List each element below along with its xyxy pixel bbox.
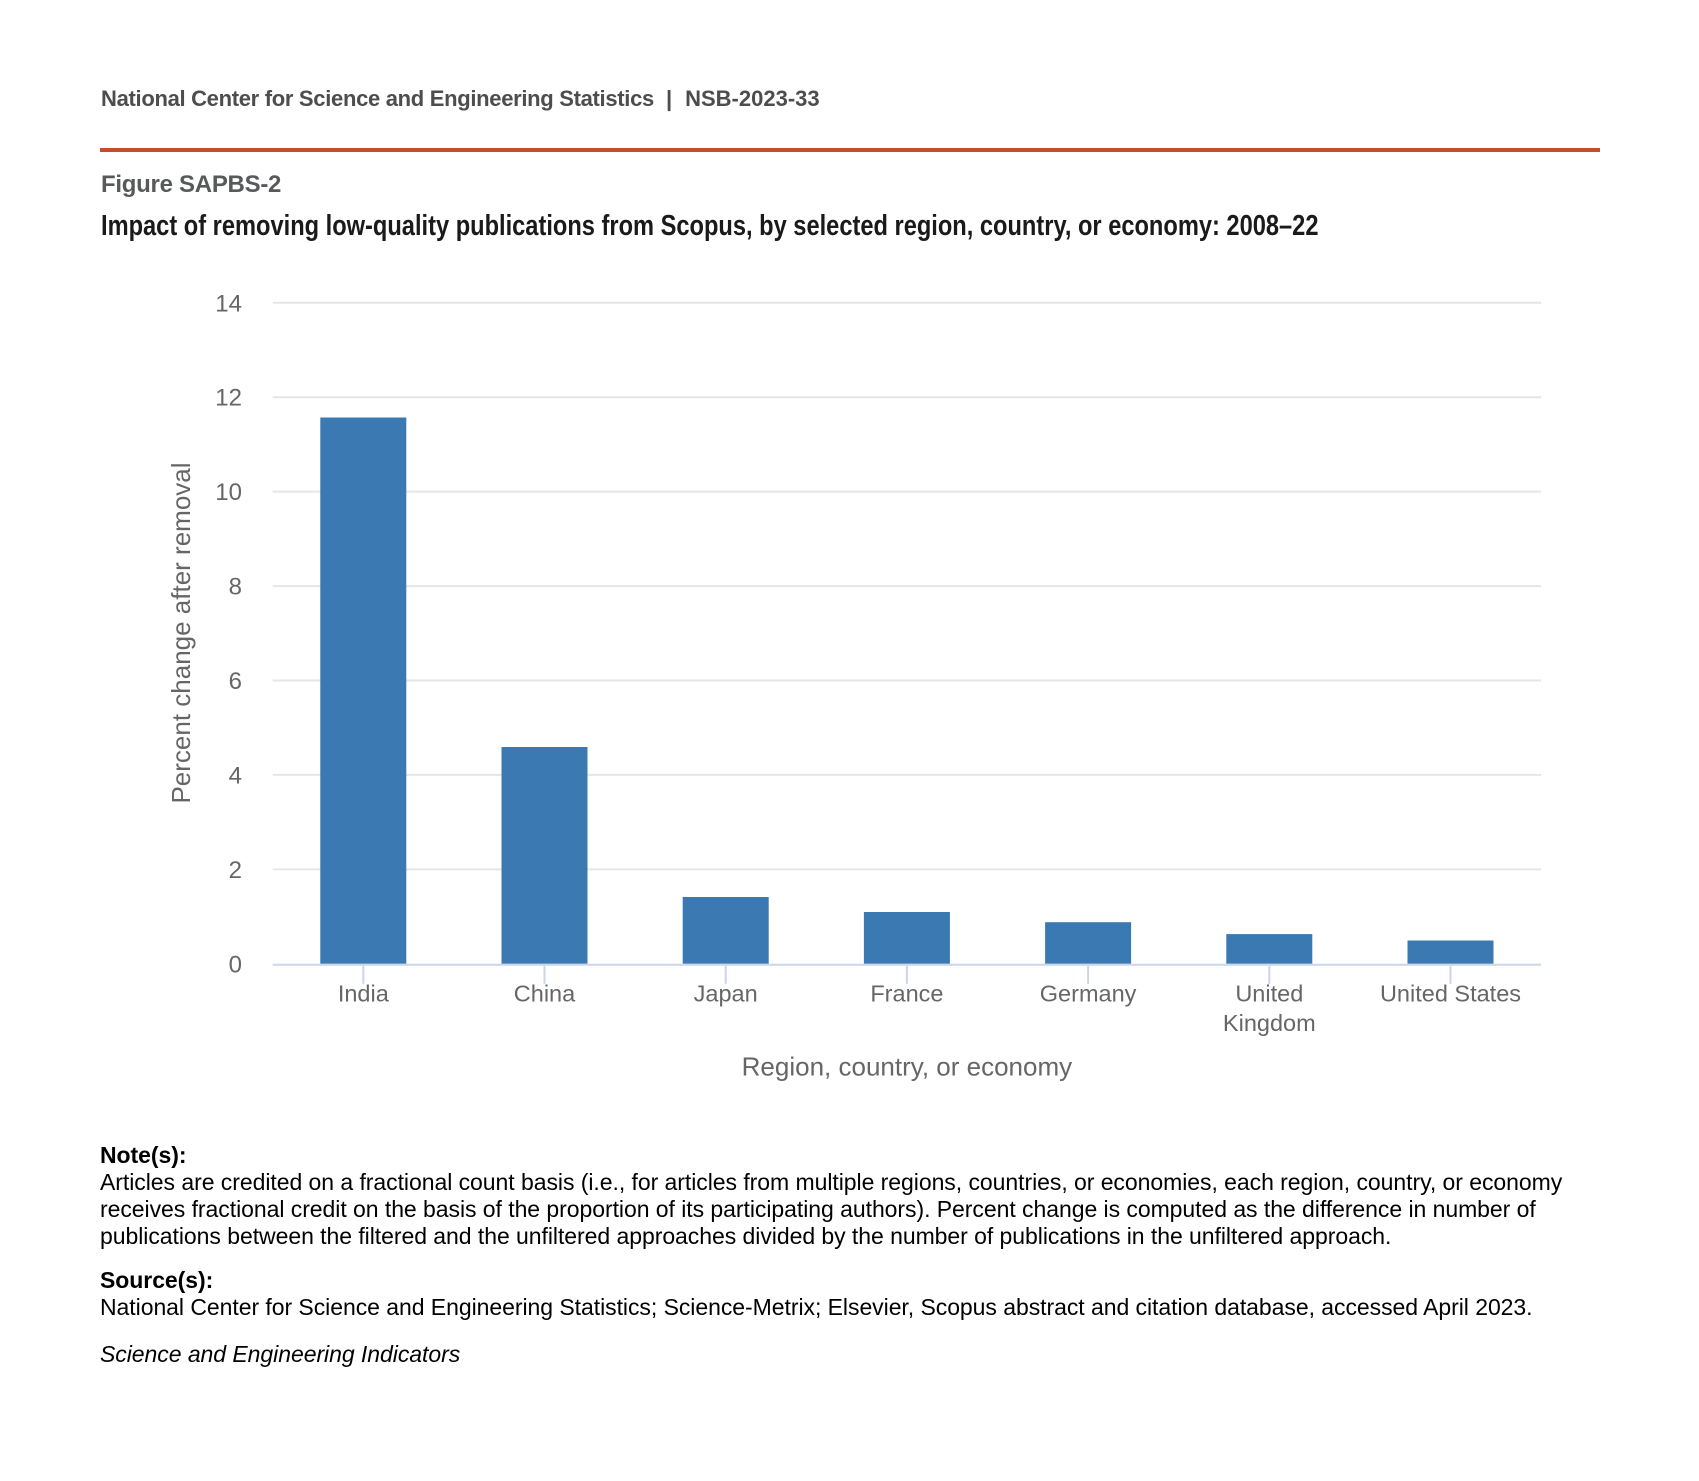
svg-text:Germany: Germany	[1040, 981, 1137, 1007]
svg-text:China: China	[514, 981, 576, 1007]
svg-text:2: 2	[229, 857, 242, 884]
svg-text:Percent change after removal: Percent change after removal	[166, 462, 196, 803]
svg-text:France: France	[870, 981, 943, 1007]
svg-text:United States: United States	[1380, 981, 1521, 1007]
svg-text:India: India	[338, 981, 390, 1007]
svg-text:Kingdom: Kingdom	[1223, 1010, 1316, 1036]
svg-text:Japan: Japan	[694, 981, 758, 1007]
svg-text:12: 12	[215, 385, 242, 412]
svg-text:14: 14	[215, 290, 242, 317]
svg-text:Region, country, or economy: Region, country, or economy	[742, 1052, 1072, 1082]
svg-text:0: 0	[229, 951, 242, 978]
svg-text:United: United	[1235, 981, 1303, 1007]
svg-text:10: 10	[215, 479, 242, 506]
svg-text:4: 4	[229, 762, 242, 789]
svg-text:8: 8	[229, 574, 242, 601]
svg-text:6: 6	[229, 668, 242, 695]
